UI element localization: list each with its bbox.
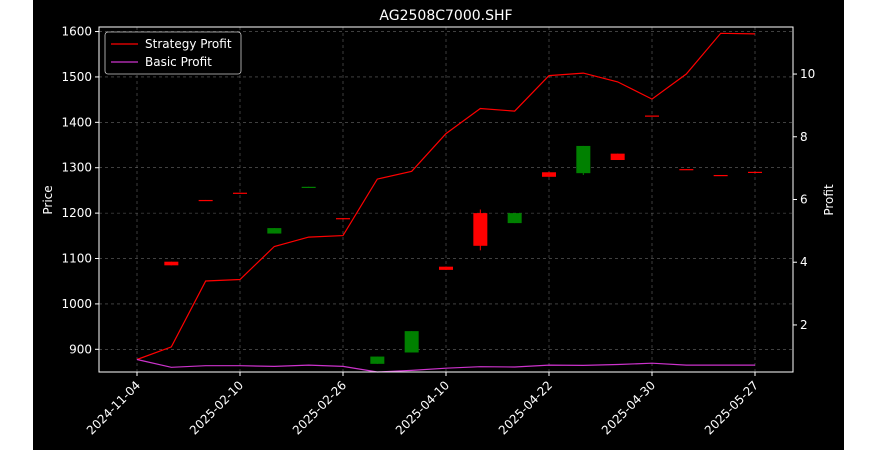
candle-body (233, 192, 247, 194)
candle-body (748, 171, 762, 174)
profit-lines (136, 32, 756, 373)
legend: Strategy Profit Basic Profit (104, 31, 242, 75)
right-y-axis: 2 4 6 8 10 (793, 67, 815, 332)
profit-line-strategy-profit (136, 32, 756, 361)
left-tick-label: 1300 (61, 161, 92, 175)
candle-body (267, 228, 282, 234)
candle-body (198, 199, 213, 202)
candle-body (301, 186, 316, 188)
left-tick-label: 1200 (61, 206, 92, 220)
profit-line-basic-profit (136, 358, 755, 373)
candle-body (610, 153, 625, 161)
figure-background (33, 0, 844, 450)
left-y-axis: 900 1000 1100 1200 1300 1400 1500 1600 (61, 25, 99, 356)
legend-label-strategy-profit: Strategy Profit (145, 37, 232, 51)
candle-body (645, 115, 659, 117)
legend-box (104, 31, 242, 75)
right-tick-label: 2 (800, 318, 808, 332)
left-tick-label: 1600 (61, 25, 92, 39)
candle-body (713, 174, 728, 177)
candle-body (164, 261, 179, 266)
left-tick-label: 1000 (61, 297, 92, 311)
candle-body (507, 213, 522, 224)
left-tick-label: 900 (69, 342, 92, 356)
left-axis-label: Price (41, 185, 55, 214)
left-tick-label: 1500 (61, 70, 92, 84)
left-tick-label: 1400 (61, 115, 92, 129)
candle-body (576, 145, 591, 174)
candle-body (679, 169, 694, 171)
candle-body (439, 266, 453, 270)
chart-title: AG2508C7000.SHF (379, 8, 512, 24)
right-tick-label: 4 (800, 255, 808, 269)
right-tick-label: 8 (800, 130, 808, 144)
candle-body (336, 218, 350, 220)
legend-label-basic-profit: Basic Profit (145, 55, 212, 69)
candle-body (404, 331, 419, 353)
right-axis-label: Profit (822, 184, 836, 216)
right-tick-label: 6 (800, 193, 808, 207)
candle-body (370, 356, 385, 364)
candle-body (542, 172, 556, 177)
candlestick-series (164, 115, 762, 364)
right-tick-label: 10 (800, 67, 815, 81)
left-tick-label: 1100 (61, 252, 92, 266)
candle-body (473, 213, 488, 246)
grid-layer (99, 27, 793, 372)
